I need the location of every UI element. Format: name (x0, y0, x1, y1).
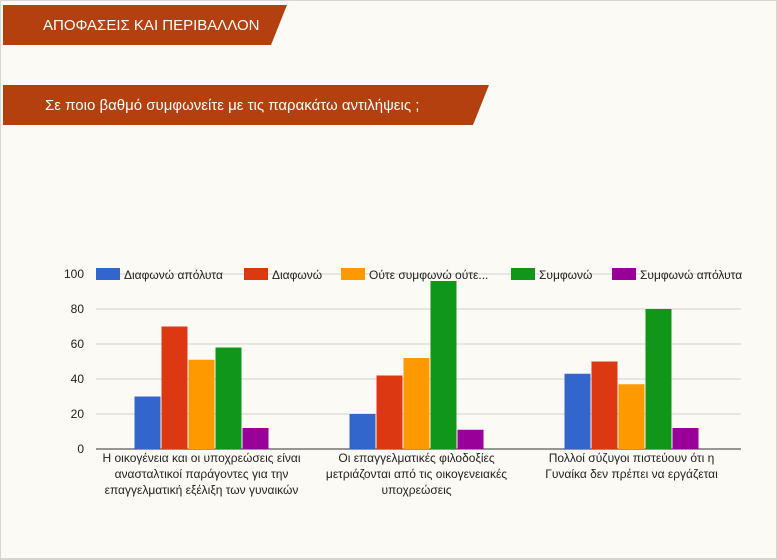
y-tick-label: 80 (71, 302, 85, 316)
y-tick-label: 40 (71, 372, 85, 386)
section-title-banner: ΑΠΟΦΑΣΕΙΣ ΚΑΙ ΠΕΡΙΒΑΛΛΟΝ (3, 5, 287, 45)
y-tick-label: 100 (64, 267, 84, 281)
x-category-label: επαγγελματική εξέλιξη των γυναικών (105, 483, 299, 497)
x-category-label: Γυναίκα δεν πρέπει να εργάζεται (545, 467, 718, 481)
bar (188, 359, 215, 449)
legend-label: Συμφωνώ απόλυτα (640, 268, 742, 282)
bar (591, 361, 618, 449)
legend-label: Ούτε συμφωνώ ούτε... (369, 268, 488, 282)
y-tick-label: 20 (71, 407, 85, 421)
x-category-label: Πολλοί σύζυγοι πιστεύουν ότι η (549, 451, 715, 465)
y-tick-label: 60 (71, 337, 85, 351)
bar (618, 384, 645, 449)
bar (376, 375, 403, 449)
bar (161, 326, 188, 449)
legend-label: Συμφωνώ (539, 268, 592, 282)
x-category-label: μετριάζονται από τις οικογενειακές (326, 467, 507, 481)
x-category-label: υποχρεώσεις (381, 483, 451, 497)
x-category-label: ανασταλτικοί παράγοντες για την (115, 467, 289, 481)
legend-label: Διαφωνώ απόλυτα (124, 268, 223, 282)
bar (564, 373, 591, 449)
legend-swatch (244, 268, 268, 280)
bar (403, 358, 430, 449)
x-category-label: Η οικογένεια και οι υποχρεώσεις είναι (103, 451, 301, 465)
bar (134, 396, 161, 449)
section-title: ΑΠΟΦΑΣΕΙΣ ΚΑΙ ΠΕΡΙΒΑΛΛΟΝ (43, 16, 260, 34)
x-category-label: Οι επαγγελματικές φιλοδοξίες (338, 451, 494, 465)
bar (242, 428, 269, 449)
legend-swatch (96, 268, 120, 280)
legend-swatch (612, 268, 636, 280)
question-text: Σε ποιο βαθμό συμφωνείτε με τις παρακάτω… (45, 96, 420, 114)
y-tick-label: 0 (77, 442, 84, 456)
bar (457, 429, 484, 449)
legend-swatch (511, 268, 535, 280)
bar (645, 309, 672, 449)
bar (215, 347, 242, 449)
legend-label: Διαφωνώ (272, 268, 322, 282)
bar (430, 281, 457, 449)
bar (349, 414, 376, 449)
question-banner: Σε ποιο βαθμό συμφωνείτε με τις παρακάτω… (3, 85, 489, 125)
bar (672, 428, 699, 449)
legend-swatch (341, 268, 365, 280)
